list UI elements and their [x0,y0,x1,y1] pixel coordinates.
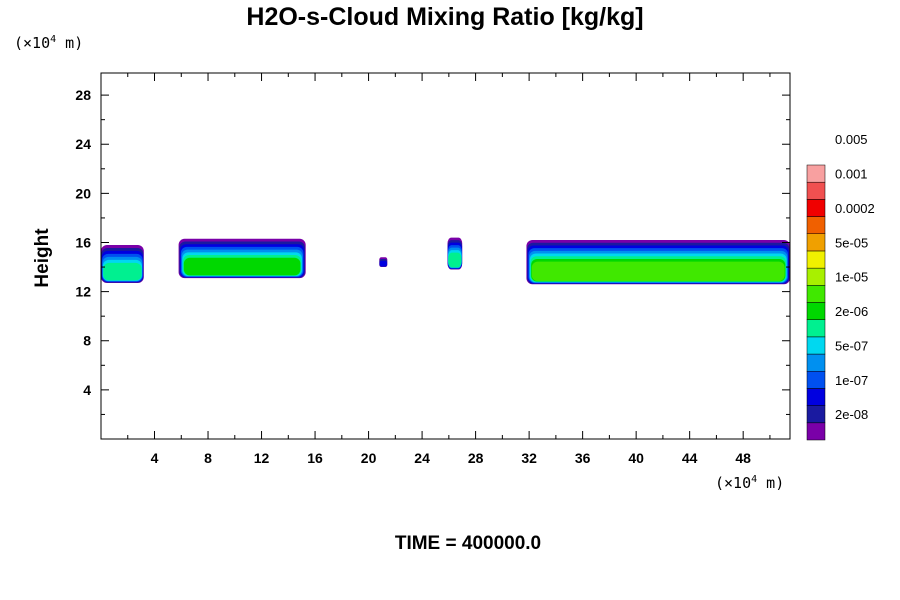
colorbar-label: 2e-06 [835,304,868,319]
colorbar-label: 0.001 [835,167,868,182]
colorbar-swatch [806,164,826,183]
colorbar-label: 2e-08 [835,407,868,422]
colorbar-label: 0.0002 [835,201,875,216]
colorbar-swatch [806,405,826,424]
colorbar-swatch [806,302,826,320]
colorbar-swatch [806,250,826,269]
x-tick-label: 44 [682,450,698,466]
x-tick-label: 16 [307,450,323,466]
colorbar-swatch [806,336,826,355]
y-axis: 4 8 12 16 20 24 28 [75,87,790,415]
colorbar-swatch [806,181,826,200]
cloud-band [183,257,301,276]
colorbar-label: 5e-07 [835,338,868,353]
colorbar-swatch [806,353,826,372]
colorbar-label: 0.005 [835,132,868,147]
colorbar-swatch [806,216,826,234]
colorbar: 2e-08 1e-07 5e-07 2e-06 1e-05 5e-05 0.0002 0.00… [806,132,875,441]
y-tick-label: 16 [75,234,91,250]
y-tick-label: 8 [83,333,91,349]
x-tick-label: 48 [735,450,751,466]
y-tick-label: 4 [83,382,91,398]
colorbar-swatch [806,267,826,286]
colorbar-label: 5e-05 [835,235,868,250]
x-tick-label: 40 [628,450,644,466]
y-unit-label: (×104 m) [14,34,83,52]
cloud-band [103,262,142,281]
x-tick-label: 32 [521,450,537,466]
y-tick-label: 24 [75,136,91,152]
x-tick-label: 8 [204,450,212,466]
y-tick-label: 28 [75,87,91,103]
time-label: TIME = 400000.0 [395,533,541,554]
x-tick-label: 36 [575,450,591,466]
x-tick-label: 24 [414,450,430,466]
colorbar-swatch [806,319,826,338]
plot-frame [100,72,791,440]
colorbar-label: 1e-07 [835,373,868,388]
x-axis: 4 8 12 16 20 24 28 32 36 40 44 48 [127,73,771,466]
cloud-band [448,252,462,268]
chart-title: H2O-s-Cloud Mixing Ratio [kg/kg] [246,3,643,31]
y-tick-label: 12 [75,284,91,300]
x-unit-label: (×104 m) [715,474,784,492]
x-tick-label: 12 [254,450,270,466]
cloud-band [379,260,387,267]
x-tick-label: 4 [151,450,159,466]
colorbar-swatch [806,371,826,389]
cloud-band [531,261,785,282]
y-axis-label: Height [32,228,53,288]
colorbar-swatch [806,233,826,252]
cloud-field [101,237,790,285]
colorbar-swatch [806,422,826,441]
colorbar-swatch [806,388,826,406]
colorbar-swatch [806,285,826,303]
colorbar-swatch [806,199,826,217]
x-tick-label: 28 [468,450,484,466]
y-tick-label: 20 [75,185,91,201]
x-tick-label: 20 [361,450,377,466]
colorbar-label: 1e-05 [835,270,868,285]
